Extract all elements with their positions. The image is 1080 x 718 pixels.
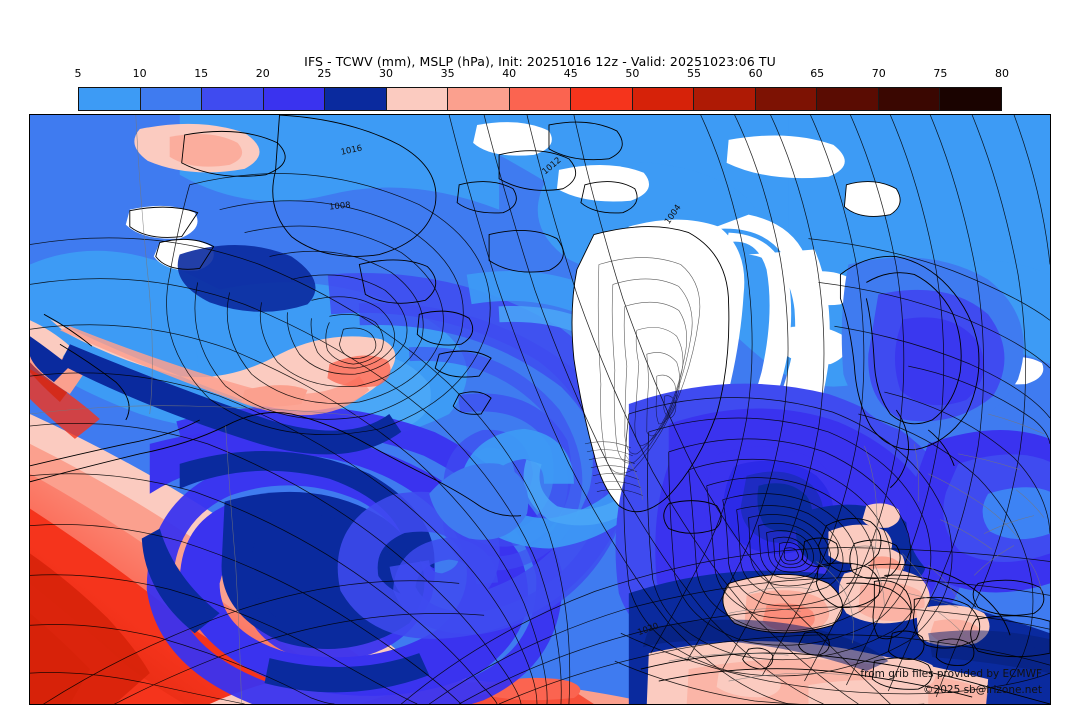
colorbar-tick-label: 45 <box>563 67 578 80</box>
data-source-credit: from grib files provided by ECMWF <box>860 668 1042 680</box>
colorbar-tick-label: 65 <box>810 67 825 80</box>
colorbar-tick-label: 55 <box>686 67 701 80</box>
colorbar-gradient <box>78 87 1002 111</box>
colorbar-segment <box>448 88 510 110</box>
colorbar-tick-label: 80 <box>995 67 1009 80</box>
colorbar-segment <box>632 88 695 110</box>
colorbar-segment <box>878 88 941 110</box>
colorbar-segment <box>755 88 818 110</box>
colorbar-tick-label: 50 <box>625 67 640 80</box>
colorbar-tick-label: 70 <box>871 67 886 80</box>
colorbar-segment <box>694 88 756 110</box>
colorbar-segment <box>571 88 633 110</box>
colorbar-segment <box>386 88 449 110</box>
page-title: IFS - TCWV (mm), MSLP (hPa), Init: 20251… <box>304 54 776 69</box>
colorbar-segment <box>263 88 326 110</box>
colorbar-ticks: 5 10 15 20 25 30 35 40 45 50 55 60 65 70 75 80 <box>74 67 1010 83</box>
colorbar-tick-label: 10 <box>132 67 147 80</box>
map-svg: 1016 1008 1020 1012 1004 <box>30 115 1050 704</box>
coastlines <box>30 115 1050 704</box>
colorbar-segment <box>202 88 264 110</box>
colorbar-tick-label: 20 <box>255 67 270 80</box>
colorbar-tick-label: 25 <box>317 67 332 80</box>
copyright-credit: ©2025 sb@irizone.net <box>923 684 1042 696</box>
mslp-isobars <box>30 115 1050 704</box>
colorbar-tick-label: 5 <box>74 67 82 80</box>
colorbar-tick-label: 60 <box>748 67 763 80</box>
colorbar-segment <box>325 88 387 110</box>
colorbar-segment <box>509 88 572 110</box>
colorbar-segment <box>817 88 879 110</box>
colorbar <box>78 87 1002 111</box>
map-canvas[interactable]: 1016 1008 1020 1012 1004 from grib files… <box>29 114 1051 705</box>
colorbar-tick-label: 30 <box>378 67 393 80</box>
colorbar-tick-label: 35 <box>440 67 455 80</box>
tcwv-shading <box>30 115 1050 704</box>
svg-text:1008: 1008 <box>329 199 352 211</box>
colorbar-tick-label: 40 <box>502 67 517 80</box>
colorbar-segment <box>79 88 141 110</box>
colorbar-segment <box>140 88 203 110</box>
political-borders <box>30 115 1045 704</box>
colorbar-tick-label: 15 <box>194 67 209 80</box>
colorbar-tick-label: 75 <box>933 67 948 80</box>
colorbar-segment <box>940 88 1001 110</box>
svg-text:1016: 1016 <box>340 143 363 157</box>
